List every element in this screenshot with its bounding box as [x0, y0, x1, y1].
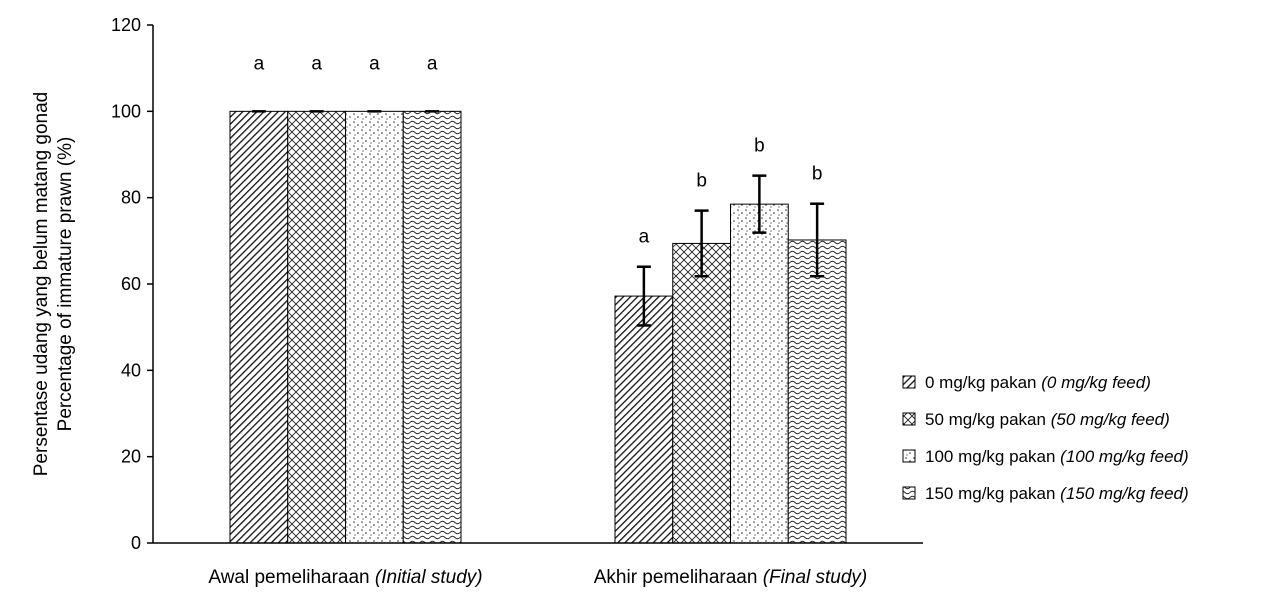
bar-diagonal-initial — [229, 110, 289, 544]
legend-item: 50 mg/kg pakan (50 mg/kg feed) — [902, 410, 1170, 429]
legend-swatch — [902, 449, 916, 463]
error-bar — [636, 265, 651, 327]
significance-letter: a — [369, 53, 380, 74]
bar-waves-initial — [402, 110, 462, 544]
legend-item: 100 mg/kg pakan (100 mg/kg feed) — [902, 447, 1189, 466]
x-axis: Awal pemeliharaan (Initial study) Akhir p… — [153, 542, 923, 588]
legend: 0 mg/kg pakan (0 mg/kg feed) 50 mg/kg pak… — [902, 373, 1189, 503]
significance-letter: a — [311, 53, 322, 74]
y-axis: 0 20 40 60 80 100 120 — [111, 15, 154, 553]
y-tick-label: 40 — [121, 360, 141, 380]
y-tick-label: 0 — [131, 533, 141, 553]
legend-swatch — [902, 375, 916, 389]
legend-label-text: 50 mg/kg pakan — [925, 410, 1051, 429]
legend-item: 150 mg/kg pakan (150 mg/kg feed) — [902, 484, 1189, 503]
significance-letter: a — [427, 53, 438, 74]
legend-label-text: 150 mg/kg pakan — [925, 484, 1060, 503]
x-category-label: Awal pemeliharaan (Initial study) — [208, 567, 482, 588]
x-category-label: Akhir pemeliharaan (Final study) — [594, 567, 868, 588]
bars: a a a a a b b b — [229, 53, 847, 544]
significance-letter: b — [812, 164, 823, 185]
bar-dots-final — [730, 203, 789, 544]
legend-item: 0 mg/kg pakan (0 mg/kg feed) — [902, 373, 1151, 392]
legend-label: 0 mg/kg pakan (0 mg/kg feed) — [925, 373, 1151, 392]
bar-crosshatch-initial — [287, 110, 346, 544]
significance-letter: b — [754, 136, 765, 157]
x-category-label-italic-text: (Initial study) — [375, 567, 483, 588]
significance-letter: a — [254, 53, 265, 74]
legend-swatch — [902, 412, 916, 426]
error-bar — [694, 209, 709, 278]
y-axis-title-line-1: Persentase udang yang belum matang gonad — [31, 92, 52, 477]
significance-letter: a — [639, 227, 650, 248]
error-bar — [752, 174, 767, 234]
bar-dots-initial — [345, 110, 404, 544]
legend-label-italic-text: (100 mg/kg feed) — [1060, 447, 1189, 466]
error-bar — [810, 202, 825, 278]
y-tick-label: 100 — [111, 101, 141, 121]
legend-swatch — [902, 486, 916, 500]
legend-label: 150 mg/kg pakan (150 mg/kg feed) — [925, 484, 1189, 503]
y-tick-label: 120 — [111, 15, 141, 35]
legend-label: 100 mg/kg pakan (100 mg/kg feed) — [925, 447, 1189, 466]
legend-label-italic-text: (150 mg/kg feed) — [1060, 484, 1189, 503]
x-category-label-text: Awal pemeliharaan — [208, 567, 375, 588]
y-axis-title: Persentase udang yang belum matang gonad… — [31, 92, 76, 477]
x-category-label-text: Akhir pemeliharaan — [594, 567, 763, 588]
legend-label: 50 mg/kg pakan (50 mg/kg feed) — [925, 410, 1170, 429]
y-tick-label: 80 — [121, 188, 141, 208]
y-axis-title-line-2: Percentage of immature prawn (%) — [55, 137, 76, 432]
y-tick-label: 20 — [121, 447, 141, 467]
bar-crosshatch-final — [672, 242, 731, 544]
legend-label-text: 100 mg/kg pakan — [925, 447, 1060, 466]
legend-label-italic-text: (0 mg/kg feed) — [1041, 373, 1151, 392]
legend-label-italic-text: (50 mg/kg feed) — [1051, 410, 1170, 429]
bar-waves-final — [787, 239, 847, 544]
x-category-label-italic-text: (Final study) — [763, 567, 868, 588]
legend-label-text: 0 mg/kg pakan — [925, 373, 1041, 392]
y-tick-label: 60 — [121, 274, 141, 294]
significance-letter: b — [696, 171, 707, 192]
bar-diagonal-final — [614, 295, 674, 544]
